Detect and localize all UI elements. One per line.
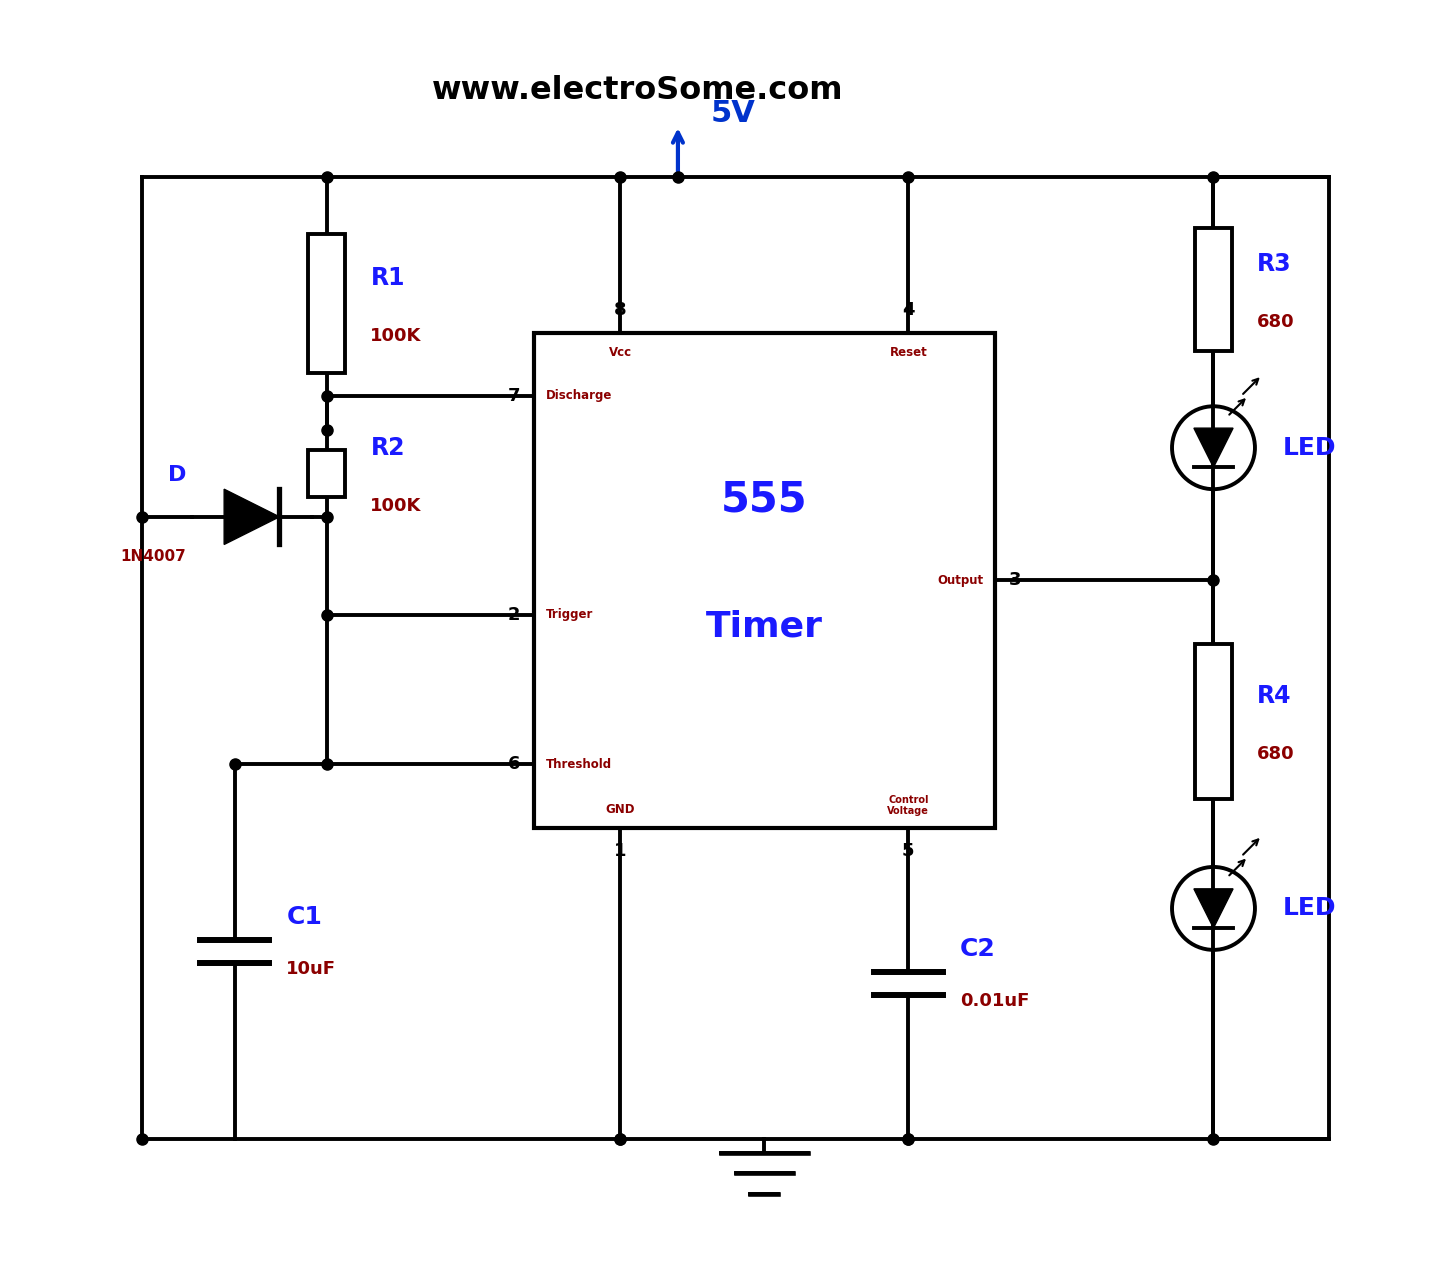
Text: Timer: Timer <box>705 609 822 643</box>
Text: Reset: Reset <box>889 346 927 359</box>
Text: 6: 6 <box>508 756 520 774</box>
Polygon shape <box>1195 889 1234 928</box>
Text: www.electroSome.com: www.electroSome.com <box>432 75 843 106</box>
Text: 5: 5 <box>902 842 915 860</box>
Text: 5V: 5V <box>710 99 754 128</box>
Text: Threshold: Threshold <box>546 758 611 771</box>
Text: 0.01uF: 0.01uF <box>960 991 1030 1010</box>
Text: 2: 2 <box>508 605 520 623</box>
Text: GND: GND <box>605 804 636 817</box>
Text: Vcc: Vcc <box>608 346 631 359</box>
Text: 8: 8 <box>614 301 627 319</box>
Bar <box>534 332 995 828</box>
Text: R2: R2 <box>371 436 405 460</box>
Text: 1: 1 <box>614 842 627 860</box>
Bar <box>308 234 345 373</box>
Text: 680: 680 <box>1257 312 1295 331</box>
Text: 7: 7 <box>508 387 520 404</box>
Bar <box>1195 643 1232 799</box>
Text: Output: Output <box>937 574 983 586</box>
Text: R1: R1 <box>371 267 405 291</box>
Polygon shape <box>1195 428 1234 468</box>
Text: Discharge: Discharge <box>546 389 613 402</box>
Text: R4: R4 <box>1257 684 1292 708</box>
Text: C2: C2 <box>960 937 996 961</box>
Polygon shape <box>224 489 279 545</box>
Text: C1: C1 <box>287 905 323 929</box>
Text: 3: 3 <box>1008 571 1021 589</box>
Text: 680: 680 <box>1257 744 1295 762</box>
Text: 100K: 100K <box>371 327 421 345</box>
Text: 100K: 100K <box>371 497 421 514</box>
Text: Control
Voltage: Control Voltage <box>888 795 930 817</box>
Text: 555: 555 <box>721 479 808 521</box>
Text: 1N4007: 1N4007 <box>120 549 187 564</box>
Text: R3: R3 <box>1257 252 1292 276</box>
Bar <box>1195 228 1232 351</box>
Text: 10uF: 10uF <box>287 959 336 978</box>
Text: 4: 4 <box>902 301 915 319</box>
Text: LED: LED <box>1283 436 1337 460</box>
Text: Trigger: Trigger <box>546 608 592 621</box>
Text: D: D <box>168 465 187 484</box>
Text: LED: LED <box>1283 896 1337 920</box>
Bar <box>308 450 345 498</box>
